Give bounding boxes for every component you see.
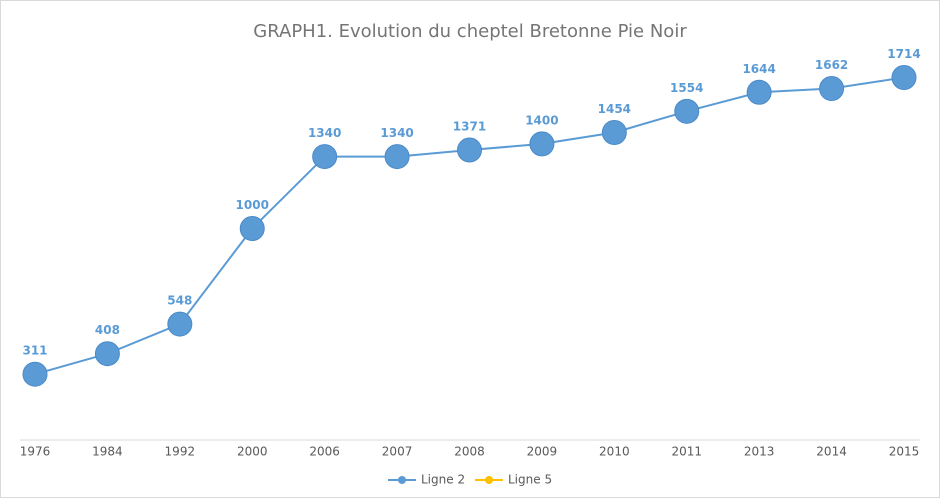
point-marker bbox=[239, 216, 265, 241]
point-marker bbox=[384, 144, 410, 170]
data-label: 1340 bbox=[308, 126, 341, 140]
data-label: 311 bbox=[22, 344, 47, 358]
point-marker bbox=[819, 75, 845, 101]
x-tick-label: 2007 bbox=[382, 445, 413, 459]
point-marker bbox=[746, 79, 772, 105]
point-marker bbox=[22, 361, 48, 387]
x-tick-label: 2006 bbox=[309, 445, 340, 459]
legend-label: Ligne 5 bbox=[508, 473, 552, 487]
x-tick-label: 2000 bbox=[237, 445, 268, 459]
point-marker bbox=[529, 131, 555, 157]
point-marker bbox=[891, 64, 917, 90]
data-label: 548 bbox=[167, 294, 192, 308]
x-tick-label: 2013 bbox=[744, 445, 775, 459]
chart-title: GRAPH1. Evolution du cheptel Bretonne Pi… bbox=[253, 21, 687, 42]
data-label: 1644 bbox=[742, 62, 775, 76]
legend-label: Ligne 2 bbox=[421, 473, 465, 487]
data-label: 1000 bbox=[236, 198, 269, 212]
legend-marker bbox=[398, 476, 406, 484]
x-tick-label: 1976 bbox=[20, 445, 51, 459]
x-tick-label: 1992 bbox=[165, 445, 196, 459]
point-marker bbox=[457, 137, 482, 163]
data-label: 408 bbox=[95, 323, 120, 337]
data-label: 1662 bbox=[815, 58, 848, 72]
x-tick-label: 2015 bbox=[889, 445, 920, 459]
point-marker bbox=[674, 98, 700, 124]
x-tick-label: 2009 bbox=[527, 445, 558, 459]
data-label: 1554 bbox=[670, 81, 703, 95]
point-marker bbox=[312, 144, 338, 170]
x-tick-label: 2011 bbox=[671, 445, 702, 459]
x-tick-label: 1984 bbox=[92, 445, 123, 459]
data-label: 1454 bbox=[598, 102, 631, 116]
data-label: 1371 bbox=[453, 120, 486, 134]
point-marker bbox=[167, 311, 193, 337]
data-label: 1400 bbox=[525, 113, 558, 127]
x-tick-label: 2014 bbox=[816, 445, 847, 459]
legend-marker bbox=[485, 476, 493, 484]
point-marker bbox=[94, 341, 120, 367]
point-marker bbox=[601, 119, 627, 145]
data-label: 1340 bbox=[380, 126, 413, 140]
x-tick-label: 2010 bbox=[599, 445, 630, 459]
x-tick-label: 2008 bbox=[454, 445, 485, 459]
data-label: 1714 bbox=[887, 47, 920, 61]
